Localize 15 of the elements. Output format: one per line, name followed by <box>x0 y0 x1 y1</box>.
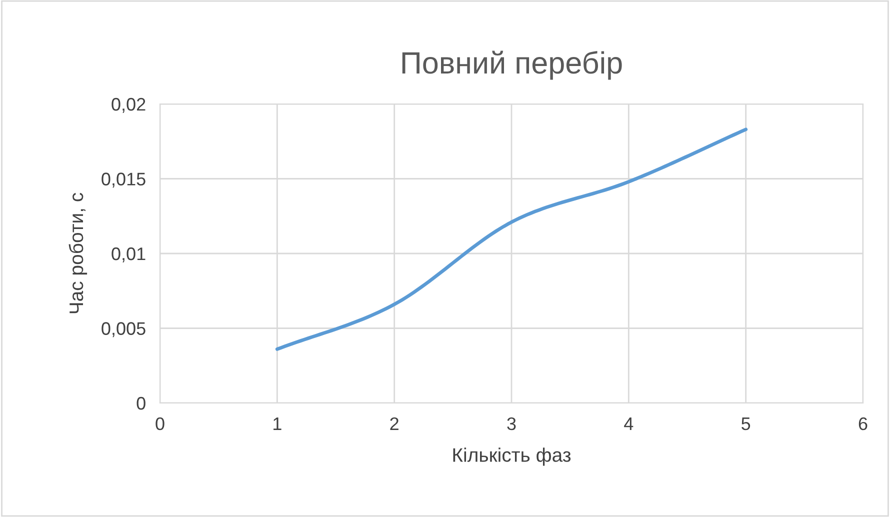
chart-title: Повний перебір <box>402 50 622 80</box>
x-tick-label: 4 <box>624 418 634 430</box>
x-tick-label: 3 <box>507 417 516 430</box>
x-tick-label: 1 <box>274 418 282 430</box>
y-tick-label: 0,005 <box>102 322 146 338</box>
y-axis-title: Час роботи, с <box>68 192 88 314</box>
x-tick-label: 0 <box>156 417 164 430</box>
y-tick-label: 0,015 <box>102 172 146 188</box>
x-tick-label: 6 <box>858 417 868 430</box>
y-tick-label: 0,02 <box>112 98 146 113</box>
y-tick-label: 0,01 <box>112 247 146 262</box>
x-tick-label: 2 <box>390 417 398 430</box>
x-tick-label: 5 <box>742 418 750 430</box>
y-tick-label: 0 <box>136 396 146 410</box>
x-axis-title: Кількість фаз <box>453 448 571 466</box>
